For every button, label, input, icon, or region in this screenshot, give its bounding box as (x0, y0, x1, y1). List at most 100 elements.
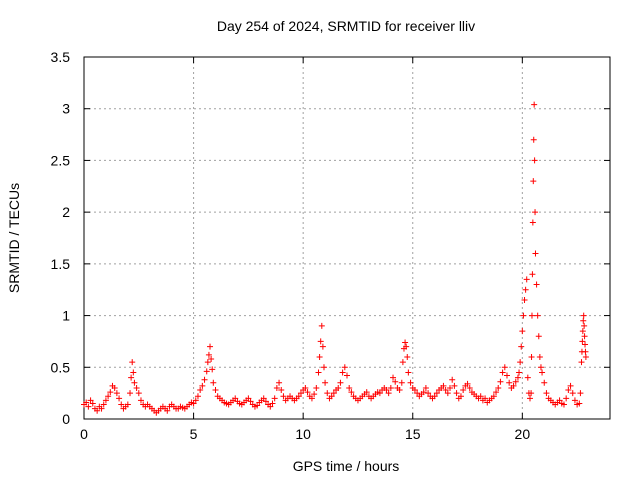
data-point (457, 393, 464, 400)
data-point (302, 384, 309, 391)
data-point (477, 393, 484, 400)
data-point (260, 395, 267, 402)
data-point (510, 382, 517, 389)
data-point (203, 368, 210, 375)
data-point (541, 379, 548, 386)
data-point (512, 378, 519, 385)
data-point (530, 178, 537, 185)
data-point (425, 390, 432, 397)
data-point (98, 405, 105, 412)
data-point (399, 359, 406, 366)
data-point (348, 389, 355, 396)
data-point (569, 390, 576, 397)
data-point (402, 339, 409, 346)
data-point (209, 366, 216, 373)
data-point (404, 353, 411, 360)
data-point (565, 387, 572, 394)
y-tick-label: 0 (62, 411, 70, 427)
data-point (490, 393, 497, 400)
data-point (385, 390, 392, 397)
data-point (197, 387, 204, 394)
data-point (376, 390, 383, 397)
data-point (324, 390, 331, 397)
data-point (582, 353, 589, 360)
data-point (577, 390, 584, 397)
data-point (522, 286, 529, 293)
chart-title: Day 254 of 2024, SRMTID for receiver lli… (217, 18, 475, 34)
data-point (201, 376, 208, 383)
data-point (398, 379, 405, 386)
data-point (199, 382, 206, 389)
data-point (254, 402, 261, 409)
data-point (341, 364, 348, 371)
data-point (363, 389, 370, 396)
data-point (232, 395, 239, 402)
data-point (532, 250, 539, 257)
data-point (313, 384, 320, 391)
data-point (337, 379, 344, 386)
data-point (422, 384, 429, 391)
data-point (506, 379, 513, 386)
data-point (563, 395, 570, 402)
data-point (560, 401, 567, 408)
data-point (280, 393, 287, 400)
data-point (102, 397, 109, 404)
data-point (107, 389, 114, 396)
data-point (497, 378, 504, 385)
axis-ticks (83, 56, 610, 420)
data-point (262, 398, 269, 405)
data-point (116, 395, 123, 402)
x-axis-label: GPS time / hours (293, 458, 400, 474)
data-point (212, 387, 219, 394)
data-point (499, 369, 506, 376)
data-point (320, 364, 327, 371)
data-point (204, 359, 211, 366)
data-point (403, 343, 410, 350)
y-tick-label: 1 (62, 308, 70, 324)
data-point (578, 359, 585, 366)
data-point (346, 384, 353, 391)
data-point (396, 387, 403, 394)
data-point (464, 380, 471, 387)
data-point (581, 322, 588, 329)
data-point (501, 364, 508, 371)
data-point (524, 374, 531, 381)
data-point (519, 328, 526, 335)
data-point (518, 343, 525, 350)
data-point (137, 397, 144, 404)
y-tick-label: 0.5 (51, 359, 71, 375)
data-point (517, 359, 524, 366)
data-point (207, 343, 214, 350)
data-point (529, 219, 536, 226)
data-point (278, 387, 285, 394)
data-point (433, 390, 440, 397)
data-point (130, 369, 137, 376)
data-point (383, 387, 390, 394)
data-point (273, 384, 280, 391)
data-point (190, 400, 197, 407)
data-point (444, 390, 451, 397)
data-point (534, 312, 541, 319)
y-tick-label: 3 (62, 101, 70, 117)
data-point (440, 382, 447, 389)
data-point (94, 407, 101, 414)
data-point (466, 384, 473, 391)
data-point (135, 390, 142, 397)
data-point (344, 372, 350, 379)
data-point (537, 364, 544, 371)
data-point (387, 384, 394, 391)
data-point (447, 384, 454, 391)
data-point (113, 390, 120, 397)
data-point (311, 391, 318, 398)
data-point (210, 379, 217, 386)
data-point (133, 384, 140, 391)
x-tick-labels: 0 5 10 15 20 (80, 426, 530, 442)
data-point (276, 379, 283, 386)
data-point (535, 333, 542, 340)
data-point (531, 157, 538, 164)
data-point (330, 390, 337, 397)
data-point (567, 382, 574, 389)
data-point (392, 378, 399, 385)
